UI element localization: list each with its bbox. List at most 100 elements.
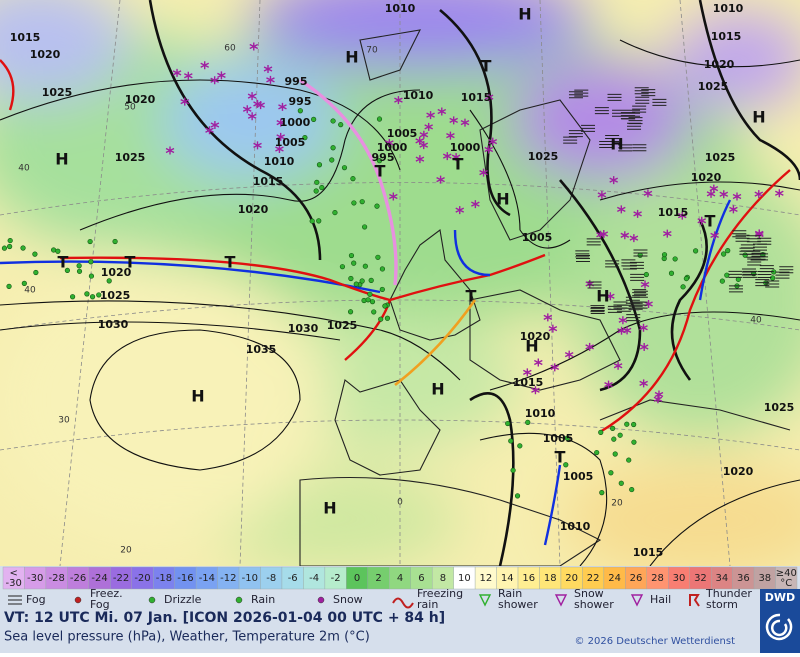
pressure-center: T <box>466 287 477 306</box>
rain-symbol <box>70 294 76 300</box>
isobar-label: 1010 <box>385 2 416 15</box>
scale-label: -14 <box>199 573 215 584</box>
rain-symbol <box>338 122 344 128</box>
snow-symbol <box>436 175 445 184</box>
rain-symbol <box>106 278 112 284</box>
snow-symbol <box>629 234 639 243</box>
scale-label: -24 <box>91 573 107 584</box>
scale-label: 26 <box>630 573 643 584</box>
snow-symbol <box>639 323 648 332</box>
rain-symbol <box>88 259 94 265</box>
fog-symbol <box>568 130 583 138</box>
fog-symbol <box>757 271 772 279</box>
isobar-label: 995 <box>289 95 312 108</box>
pressure-center: H <box>752 108 765 127</box>
snow-symbol <box>426 111 435 120</box>
isotherm-label: 30 <box>58 416 70 426</box>
snow-symbol <box>543 313 553 322</box>
rain-symbol <box>379 266 386 272</box>
copyright: © 2026 Deutscher Wetterdienst <box>574 636 735 647</box>
isobar-label: 1020 <box>30 48 61 61</box>
rain-symbol <box>330 145 336 151</box>
snow-symbol <box>449 116 458 125</box>
legend-label: Rain <box>251 593 275 606</box>
scale-label: 2 <box>375 573 381 584</box>
rain-symbol <box>564 435 570 441</box>
rain-symbol <box>359 278 365 284</box>
snow-symbol <box>719 190 729 199</box>
legend-label: rain <box>417 598 438 611</box>
rain-symbol <box>351 200 357 206</box>
rain-symbol <box>348 275 354 282</box>
fog-symbol <box>743 270 758 278</box>
snow-symbol <box>424 122 433 131</box>
scale-label: -10 <box>242 573 258 584</box>
snow-symbol <box>415 136 424 145</box>
isobar-label: 1015 <box>711 30 742 43</box>
snow-symbol <box>205 126 214 135</box>
product-description: Sea level pressure (hPa), Weather, Tempe… <box>4 630 370 645</box>
scale-label: -28 <box>48 573 64 584</box>
snow-symbol <box>210 76 219 85</box>
snow-symbol <box>479 168 488 177</box>
fog-symbol <box>633 249 648 257</box>
rain-symbol <box>371 309 377 315</box>
fog-symbol <box>563 136 578 144</box>
snow-symbol <box>604 380 613 389</box>
rain-symbol <box>341 165 348 171</box>
isobar-label: 1015 <box>658 206 689 219</box>
isobar-label: 1005 <box>387 127 418 140</box>
rain-symbol <box>379 286 385 293</box>
snow-symbol <box>180 97 190 106</box>
rain-symbol <box>96 292 102 298</box>
snow-symbol <box>276 118 286 127</box>
rain-symbol <box>112 238 118 245</box>
snow-symbol <box>200 61 210 70</box>
fog-symbol <box>739 247 754 255</box>
fog-symbol <box>568 91 583 99</box>
pressure-center: T <box>705 212 716 231</box>
fog-symbol <box>746 235 761 243</box>
rain-symbol <box>378 316 384 322</box>
isobar-label: 1020 <box>723 465 754 478</box>
isobar-label: 1020 <box>691 171 722 184</box>
snow-symbol <box>253 141 262 150</box>
rain-symbol <box>7 243 13 250</box>
snow-symbol <box>662 229 672 238</box>
pressure-center: T <box>453 155 464 174</box>
rain-symbol <box>610 425 616 431</box>
rain-symbol <box>87 238 93 245</box>
scale-label: 8 <box>440 573 446 584</box>
fog-symbol <box>747 258 762 266</box>
rain-symbol <box>302 135 308 141</box>
fog-symbol <box>633 301 648 309</box>
isobar-label: 1005 <box>522 231 553 244</box>
snow-symbol <box>775 189 784 198</box>
scale-label: 38 <box>758 573 771 584</box>
isobar-label: 1010 <box>403 89 434 102</box>
isobar-label: 1020 <box>704 58 735 71</box>
scale-label: -6 <box>288 573 298 584</box>
fog-symbol <box>587 281 602 289</box>
rain-symbol <box>1 245 8 251</box>
isobar-label: 1025 <box>100 289 131 302</box>
pressure-center: H <box>191 387 204 406</box>
map-labels: 1010 101010151020102510201025995995100010… <box>10 2 795 559</box>
snow-symbol <box>585 342 594 351</box>
fog-symbol <box>632 144 647 152</box>
snow-symbol <box>278 102 287 111</box>
scale-label: -16 <box>177 573 193 584</box>
weather-symbols <box>1 42 794 499</box>
rain-symbol <box>617 432 623 438</box>
legend-icon <box>8 595 22 605</box>
rain-symbol <box>350 176 356 182</box>
scale-label: -8 <box>266 573 276 584</box>
pressure-center: T <box>481 57 492 76</box>
isobar-label: 1025 <box>764 401 795 414</box>
snow-symbol <box>266 75 275 84</box>
isotherm-label: 50 <box>124 103 136 113</box>
rain-symbol <box>643 271 649 278</box>
isotherm-label: 70 <box>366 46 378 56</box>
rain-symbol <box>374 203 380 209</box>
snow-symbol <box>247 112 257 121</box>
